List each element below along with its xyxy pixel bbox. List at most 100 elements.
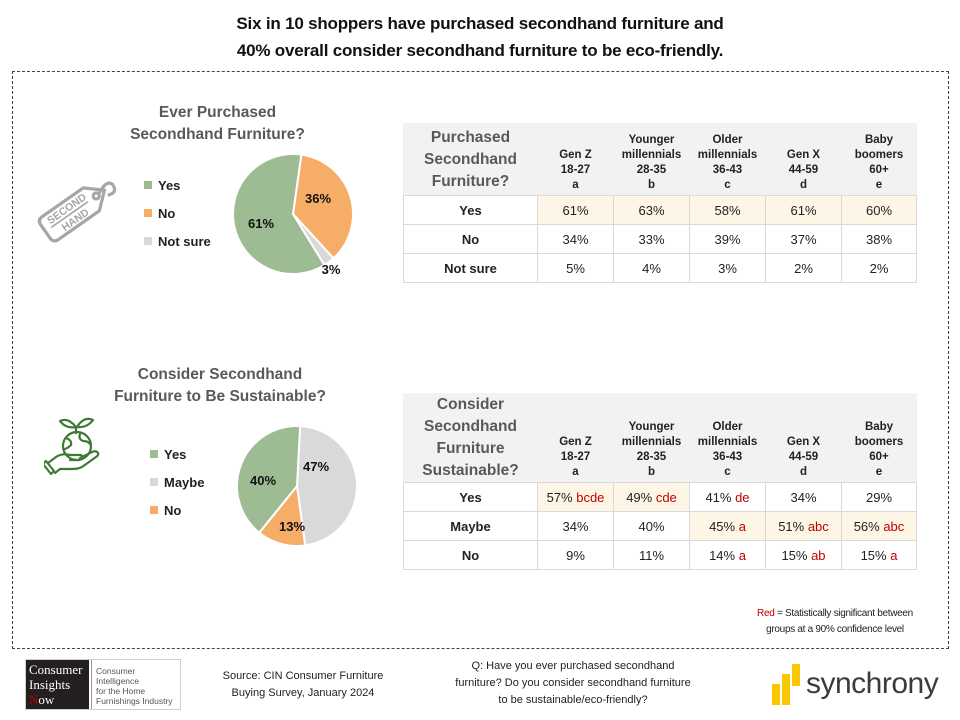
cell-value: 5% (566, 260, 585, 276)
cell-value: 11% (638, 547, 665, 563)
cell-value: 51% (778, 518, 805, 534)
cell-value: 2% (794, 260, 813, 276)
legend-item-maybe: Maybe (150, 468, 204, 496)
column-header-line: 44-59 (788, 164, 819, 176)
legend-swatch-no (144, 209, 152, 217)
table-question-label-line: Furniture? (431, 172, 510, 190)
table-header-row: Purchased Secondhand Furniture? Gen Z 18-27 a… (403, 123, 917, 196)
table-cell: 11% (613, 540, 690, 570)
column-header-line: Younger (628, 421, 675, 433)
significance-note-line-2: groups at a 90% confidence level (766, 624, 904, 635)
cin-logo-word-1: Consumer (29, 662, 83, 677)
table-row-yes: Yes 61% 63% 58% 61% 60% (403, 195, 917, 225)
table-question-label-line: Consider (436, 396, 505, 413)
significance-letters: ab (807, 547, 826, 563)
cell-value: 39% (714, 231, 741, 247)
table-header-row: Consider Secondhand Furniture Sustainable? G… (403, 393, 917, 483)
pie-slice-yes (236, 425, 302, 535)
row-label: No (403, 540, 538, 570)
row-label: Maybe (403, 511, 538, 541)
column-header-gen-z-18-27: Gen Z 18-27 a (537, 393, 614, 483)
cell-value: 9% (566, 547, 585, 563)
page-title-line-2: 40% overall consider secondhand furnitur… (236, 41, 724, 60)
table-cell: 9% (537, 540, 614, 570)
table-cell: 38% (841, 224, 917, 254)
table-cell: 33% (613, 224, 690, 254)
significance-letters: bcde (572, 489, 605, 505)
table-cell: 63% (613, 195, 690, 225)
column-header-line: a (572, 466, 579, 478)
column-header-line: Gen X (786, 436, 821, 448)
table-cell: 4% (613, 253, 690, 283)
legend-label-yes: Yes (164, 446, 187, 462)
column-header-line: Older (712, 134, 743, 146)
pie-2-title-line-1: Consider Secondhand (137, 366, 303, 383)
table-cell: 34% (537, 511, 614, 541)
globe-continent-1 (63, 436, 73, 451)
pie-1-title-line-1: Ever Purchased (158, 104, 277, 121)
pie-chart-sustainable: 40% 47% 13% (236, 425, 358, 547)
cell-value: 15% (781, 547, 808, 563)
column-header-line: Gen Z (559, 149, 592, 161)
column-header-gen-x-44-59: Gen X 44-59 d (765, 123, 842, 196)
cin-tagline-line-2: for the Home (96, 686, 146, 696)
tag-divider (50, 201, 89, 229)
tag-outline (37, 186, 107, 243)
significance-letters: abc (804, 518, 829, 534)
tag-string (97, 181, 117, 197)
cin-logo-word-3: Now (29, 692, 86, 707)
cell-value: 15% (860, 547, 887, 563)
cell-value: 29% (865, 489, 893, 505)
cell-value: 3% (718, 260, 737, 276)
table-cell: 3% (689, 253, 766, 283)
column-header-line: e (875, 179, 883, 191)
significance-letters: a (735, 518, 746, 534)
legend-swatch-yes (150, 450, 158, 458)
cell-value: 61% (562, 202, 589, 218)
legend-label-no: No (158, 205, 176, 221)
cell-value: 41% (705, 489, 732, 505)
cell-value: 33% (638, 231, 665, 247)
synchrony-wordmark: synchrony (806, 667, 939, 700)
significance-note-text-1: = Statistically significant between (774, 608, 913, 619)
column-header-line: millennials (697, 436, 758, 448)
cin-logo-wordmark: Consumer Insights Now (26, 660, 89, 709)
table-question-label-line: Secondhand (423, 150, 517, 168)
column-header-line: 60+ (869, 164, 889, 176)
column-header-younger-millennials-28-35: Younger millennials 28-35 b (613, 123, 690, 196)
table-row-not-sure: Not sure 5% 4% 3% 2% 2% (403, 253, 917, 283)
table-question-label-line: Purchased (430, 128, 511, 146)
column-header-line: 28-35 (636, 164, 667, 176)
cell-value: 63% (638, 202, 665, 218)
column-header-line: Younger (628, 134, 675, 146)
cell-value: 58% (714, 202, 741, 218)
column-header-line: e (875, 466, 883, 478)
cell-value: 40% (638, 518, 665, 534)
table-question-label-line: Secondhand (423, 418, 517, 435)
hand-fingers (53, 450, 100, 475)
column-header-line: Baby (864, 421, 894, 433)
column-header-line: millennials (621, 436, 682, 448)
significance-red-word: Red (757, 608, 775, 619)
table-cell: 56% abc (841, 511, 917, 541)
pie-2-legend: Yes Maybe No (150, 440, 204, 524)
row-label: Yes (403, 195, 538, 225)
legend-swatch-yes (144, 181, 152, 189)
cell-value: 61% (790, 202, 817, 218)
table-row-no: No 9% 11% 14% a 15% ab 15% a (403, 540, 917, 570)
table-cell: 34% (537, 224, 614, 254)
significance-note-line-1: Red = Statistically significant between (730, 606, 940, 622)
legend-swatch-no (150, 506, 158, 514)
legend-swatch-not-sure (144, 237, 152, 245)
legend-item-not-sure: Not sure (144, 227, 211, 255)
column-header-baby-boomers-60-: Baby boomers 60+ e (841, 393, 917, 483)
table-cell: 60% (841, 195, 917, 225)
column-header-line: 18-27 (560, 451, 591, 463)
source-line-1: Source: CIN Consumer Furniture (222, 670, 384, 682)
sprout-leaf-left (58, 418, 78, 429)
column-header-line: a (572, 179, 579, 191)
pie-1-title-line-2: Secondhand Furniture? (130, 126, 305, 143)
question-line-3: to be sustainable/eco-friendly? (498, 694, 648, 706)
hand-holding-globe-sprout-icon (41, 413, 108, 477)
table-cell: 2% (841, 253, 917, 283)
